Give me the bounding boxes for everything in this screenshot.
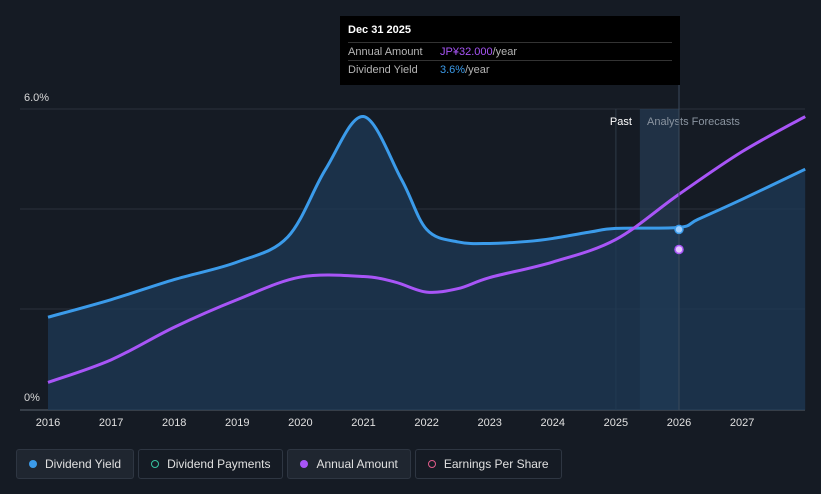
y-tick-label: 6.0% — [24, 92, 49, 104]
legend-dot-icon — [300, 460, 309, 468]
past-label: Past — [610, 116, 632, 128]
tooltip-value: 3.6% — [440, 63, 466, 76]
y-tick-label: 0% — [24, 392, 40, 404]
tooltip-unit: /year — [465, 63, 490, 76]
x-tick-label: 2019 — [225, 417, 249, 429]
x-tick-label: 2018 — [162, 417, 186, 429]
tooltip: Dec 31 2025 Annual Amount JP¥32.000 /yea… — [340, 16, 680, 85]
tooltip-row-amount: Annual Amount JP¥32.000 /year — [348, 42, 672, 60]
amount-marker — [674, 244, 684, 255]
x-tick-label: 2022 — [414, 417, 438, 429]
dividend-yield-area — [48, 116, 806, 411]
annual-amount-line — [47, 115, 806, 384]
tooltip-row-yield: Dividend Yield 3.6% /year — [348, 60, 672, 78]
x-tick-label: 2023 — [477, 417, 501, 429]
legend-annual-amount[interactable]: Annual Amount — [287, 449, 411, 479]
x-tick-label: 2017 — [99, 417, 123, 429]
legend-dividend-payments[interactable]: Dividend Payments — [138, 449, 284, 479]
legend-label: Dividend Yield — [45, 457, 122, 471]
x-tick-label: 2021 — [351, 417, 375, 429]
tooltip-label: Annual Amount — [348, 45, 423, 58]
legend-dot-icon — [151, 460, 160, 468]
tooltip-label: Dividend Yield — [348, 63, 418, 76]
legend-dot-icon — [29, 460, 37, 468]
legend-dot-icon — [427, 460, 436, 468]
tooltip-date: Dec 31 2025 — [348, 24, 411, 36]
legend-label: Dividend Payments — [167, 457, 271, 471]
forecast-label: Analysts Forecasts — [647, 116, 740, 128]
x-tick-label: 2020 — [288, 417, 312, 429]
legend-dividend-yield[interactable]: Dividend Yield — [16, 449, 135, 479]
x-tick-label: 2024 — [541, 417, 565, 429]
legend: Dividend Yield Dividend Payments Annual … — [16, 449, 562, 479]
legend-label: Annual Amount — [316, 457, 398, 471]
x-tick-label: 2026 — [667, 417, 691, 429]
x-tick-label: 2016 — [36, 417, 60, 429]
tooltip-unit: /year — [492, 45, 518, 58]
tooltip-value: JP¥32.000 — [440, 45, 493, 58]
x-tick-label: 2027 — [730, 417, 754, 429]
legend-earnings-per-share[interactable]: Earnings Per Share — [414, 449, 562, 479]
yield-marker — [674, 224, 684, 235]
legend-label: Earnings Per Share — [443, 457, 549, 471]
x-tick-label: 2025 — [604, 417, 628, 429]
